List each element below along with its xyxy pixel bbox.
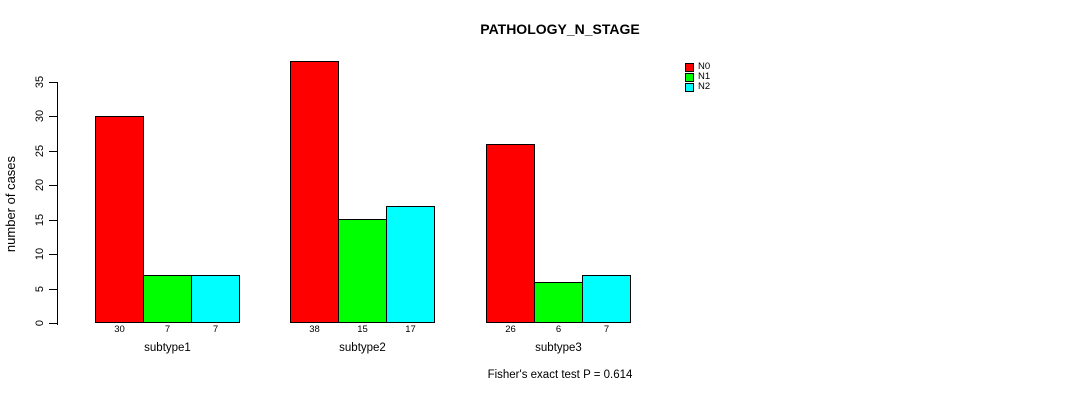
bar-n1-subtype3 — [534, 282, 583, 323]
bar-n0-subtype3 — [486, 144, 535, 323]
legend: N0 N1 N2 — [685, 62, 710, 92]
fisher-test-footnote: Fisher's exact test P = 0.614 — [487, 369, 633, 381]
legend-swatch-n0 — [685, 62, 694, 72]
category-label-subtype2: subtype2 — [339, 342, 386, 354]
category-label-subtype1: subtype1 — [144, 342, 191, 354]
bar-value-label: 7 — [603, 324, 610, 335]
y-axis-line — [57, 82, 58, 325]
chart-title: PATHOLOGY_N_STAGE — [480, 21, 640, 37]
bar-value-label: 38 — [309, 324, 320, 335]
bar-value-label: 7 — [164, 324, 171, 335]
y-tick-label: 20 — [34, 178, 46, 192]
bar-value-label: 7 — [212, 324, 219, 335]
legend-item-n1: N1 — [685, 72, 710, 82]
y-tick-label: 35 — [34, 75, 46, 89]
category-label-subtype3: subtype3 — [535, 342, 582, 354]
y-tick — [49, 254, 57, 255]
legend-item-n2: N2 — [685, 82, 710, 92]
bar-value-label: 17 — [405, 324, 416, 335]
legend-label-n2: N2 — [698, 81, 711, 92]
bar-n2-subtype2 — [386, 206, 435, 323]
y-tick — [49, 220, 57, 221]
y-tick-label: 25 — [34, 144, 46, 158]
bar-value-label: 15 — [357, 324, 368, 335]
y-tick-label: 15 — [34, 213, 46, 227]
legend-swatch-n2 — [685, 82, 694, 92]
bar-value-label: 30 — [114, 324, 125, 335]
bar-n1-subtype1 — [143, 275, 192, 323]
bar-n2-subtype1 — [191, 275, 240, 323]
bar-value-label: 26 — [505, 324, 516, 335]
bar-n0-subtype2 — [290, 61, 339, 323]
legend-label-n0: N0 — [698, 61, 711, 72]
legend-item-n0: N0 — [685, 62, 710, 72]
y-tick — [49, 116, 57, 117]
y-tick — [49, 289, 57, 290]
bar-n2-subtype3 — [582, 275, 631, 323]
y-tick — [49, 185, 57, 186]
y-tick-label: 5 — [34, 285, 46, 293]
bar-value-label: 6 — [555, 324, 562, 335]
bar-n1-subtype2 — [338, 219, 387, 323]
y-axis-label: number of cases — [3, 155, 18, 253]
y-tick-label: 10 — [34, 247, 46, 261]
y-tick — [49, 151, 57, 152]
y-tick — [49, 323, 57, 324]
y-tick-label: 0 — [34, 319, 46, 327]
legend-label-n1: N1 — [698, 71, 711, 82]
y-tick — [49, 82, 57, 83]
bar-n0-subtype1 — [95, 116, 144, 323]
legend-swatch-n1 — [685, 72, 694, 82]
y-tick-label: 30 — [34, 109, 46, 123]
